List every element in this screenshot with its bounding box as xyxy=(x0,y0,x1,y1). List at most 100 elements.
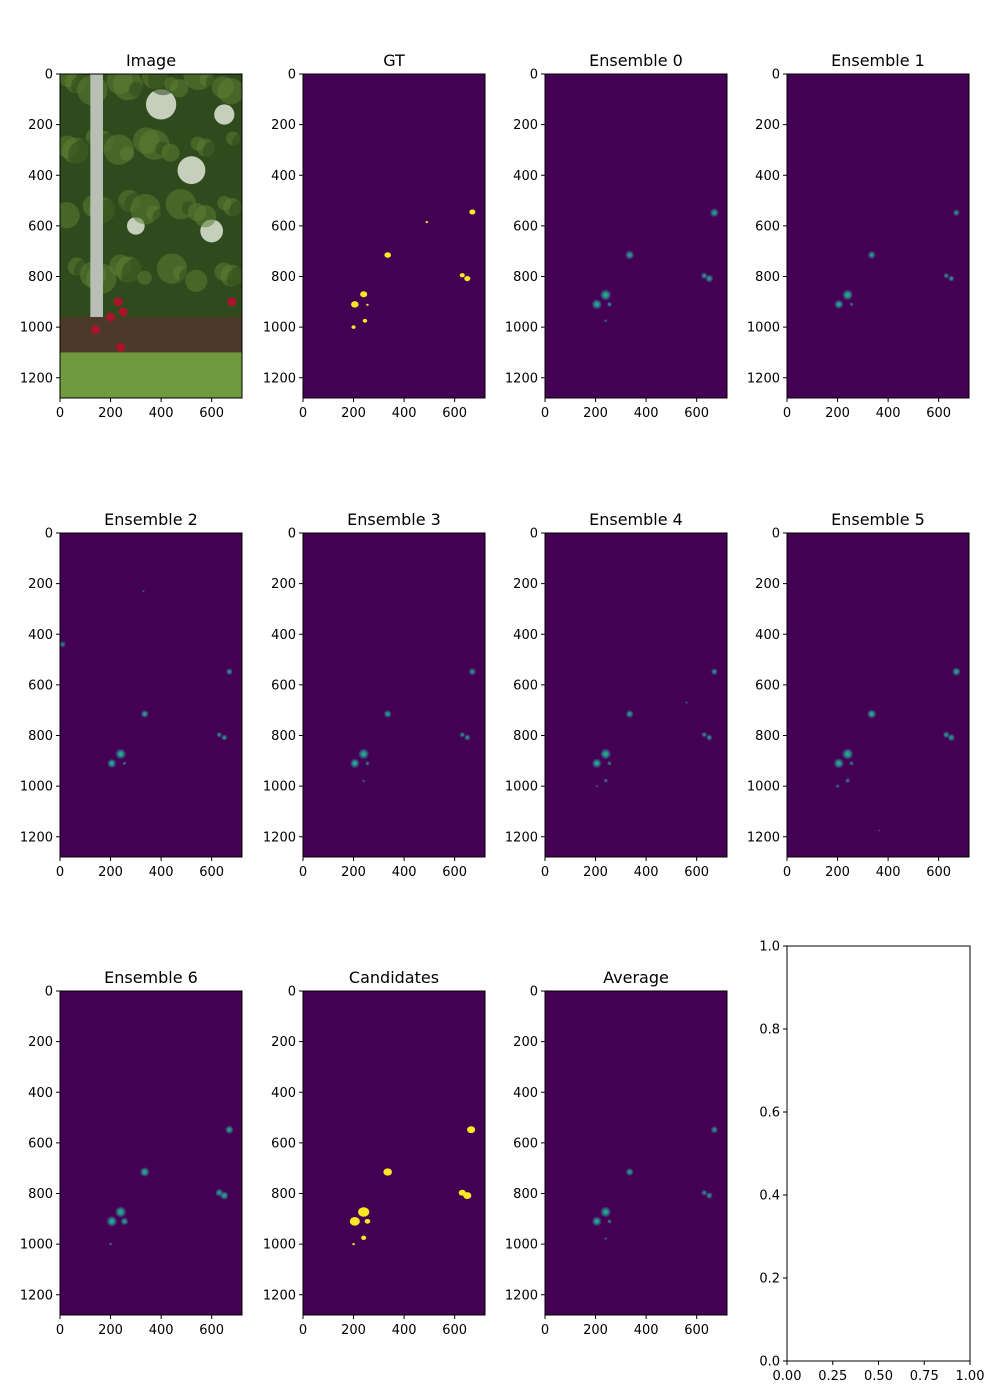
probability-blob xyxy=(60,640,67,648)
y-tick-label: 0 xyxy=(45,527,53,542)
probability-blob xyxy=(122,761,127,766)
mask-region xyxy=(351,325,356,329)
mask-region xyxy=(349,1217,360,1226)
probability-blob xyxy=(595,784,599,788)
panel-title: Ensemble 3 xyxy=(347,510,441,529)
probability-blob xyxy=(705,274,714,283)
x-tick-label: 600 xyxy=(926,865,951,880)
foliage-patch xyxy=(217,78,242,105)
x-tick-label: 400 xyxy=(876,865,901,880)
fruit xyxy=(90,325,100,335)
panel-title: Ensemble 6 xyxy=(104,968,198,987)
probability-blob xyxy=(835,784,840,789)
probability-blob xyxy=(459,731,466,738)
probability-blob xyxy=(120,1217,129,1226)
probability-blob xyxy=(221,734,228,741)
fruit xyxy=(106,312,116,322)
y-tick-label: 800 xyxy=(513,270,538,285)
x-tick-label: 200 xyxy=(825,406,850,421)
probability-blob xyxy=(943,272,950,279)
probability-blob xyxy=(591,1216,602,1227)
x-tick-label: 400 xyxy=(149,1323,174,1338)
ground xyxy=(60,317,242,353)
probability-blob xyxy=(219,1191,229,1200)
y-tick-label: 1000 xyxy=(505,780,538,795)
probability-blob xyxy=(607,1219,612,1224)
y-tick-label: 800 xyxy=(755,729,780,744)
axes-frame xyxy=(59,73,243,399)
y-tick-label: 1000 xyxy=(505,321,538,336)
mask-region xyxy=(364,1218,371,1224)
x-tick-label: 200 xyxy=(98,1323,123,1338)
fruit xyxy=(113,297,123,307)
y-tick-label: 0 xyxy=(288,985,296,1000)
mask-region xyxy=(425,221,429,224)
y-tick-label: 0.6 xyxy=(759,1106,780,1121)
probability-blob xyxy=(107,758,117,768)
y-tick-label: 1200 xyxy=(747,830,780,845)
y-tick-label: 400 xyxy=(755,169,780,184)
y-tick-label: 1000 xyxy=(747,321,780,336)
probability-blob xyxy=(139,1167,150,1177)
y-tick-label: 0 xyxy=(772,527,780,542)
plot-area xyxy=(303,533,485,857)
foliage-patch xyxy=(119,146,135,161)
x-tick-label: 400 xyxy=(149,865,174,880)
x-tick-label: 200 xyxy=(583,406,608,421)
panel-8: Ensemble 6 0 200 400 600 0 200 400 600 800 1000 120… xyxy=(20,968,243,1338)
axes-frame xyxy=(302,73,486,399)
y-tick-label: 600 xyxy=(28,1136,53,1151)
probability-blob xyxy=(606,301,613,307)
x-tick-label: 400 xyxy=(876,406,901,421)
probability-blob xyxy=(225,668,233,676)
y-tick-label: 200 xyxy=(28,1035,53,1050)
panel-11: 0.00 0.25 0.50 0.75 1.00 0.0 0.2 0.4 0.6 0.8 1.0 xyxy=(759,940,984,1385)
x-tick-label: 0.50 xyxy=(864,1369,893,1384)
probability-blob xyxy=(709,208,720,218)
y-tick-label: 1.0 xyxy=(759,940,780,955)
plot-area xyxy=(60,991,242,1315)
probability-blob xyxy=(383,709,392,719)
y-tick-label: 200 xyxy=(755,118,780,133)
probability-blob xyxy=(225,1125,234,1135)
probability-blob xyxy=(349,758,360,769)
y-tick-label: 800 xyxy=(28,270,53,285)
x-tick-label: 400 xyxy=(634,406,659,421)
x-tick-label: 400 xyxy=(634,1323,659,1338)
y-tick-label: 800 xyxy=(271,1187,296,1202)
axes-frame xyxy=(544,990,728,1316)
fruit xyxy=(227,297,237,307)
probability-blob xyxy=(140,709,149,719)
probability-blob xyxy=(701,1189,708,1196)
y-tick-label: 1000 xyxy=(505,1238,538,1253)
y-tick-label: 0 xyxy=(530,985,538,1000)
plot-area xyxy=(60,74,242,398)
probability-blob xyxy=(591,299,603,310)
y-tick-label: 1000 xyxy=(20,780,53,795)
x-tick-label: 0 xyxy=(299,865,307,880)
axes-frame xyxy=(786,73,970,399)
image-background xyxy=(545,533,727,857)
x-tick-label: 0 xyxy=(541,865,549,880)
probability-blob xyxy=(710,668,718,676)
probability-blob xyxy=(603,778,608,783)
mask-region xyxy=(383,1168,392,1176)
y-tick-label: 600 xyxy=(271,1136,296,1151)
x-tick-label: 0.25 xyxy=(818,1369,847,1384)
x-tick-label: 200 xyxy=(341,865,366,880)
plot-area xyxy=(303,991,485,1315)
y-tick-label: 800 xyxy=(28,729,53,744)
x-tick-label: 0 xyxy=(56,865,64,880)
probability-blob xyxy=(706,734,713,741)
foliage-patch xyxy=(226,266,242,293)
y-tick-label: 0 xyxy=(45,985,53,1000)
y-tick-label: 1200 xyxy=(505,830,538,845)
image-background xyxy=(60,533,242,857)
mask-region xyxy=(361,1235,367,1240)
probability-blob xyxy=(464,734,471,741)
x-tick-label: 400 xyxy=(634,865,659,880)
foliage-patch xyxy=(229,200,242,223)
mask-region xyxy=(351,301,359,308)
y-tick-label: 200 xyxy=(513,577,538,592)
